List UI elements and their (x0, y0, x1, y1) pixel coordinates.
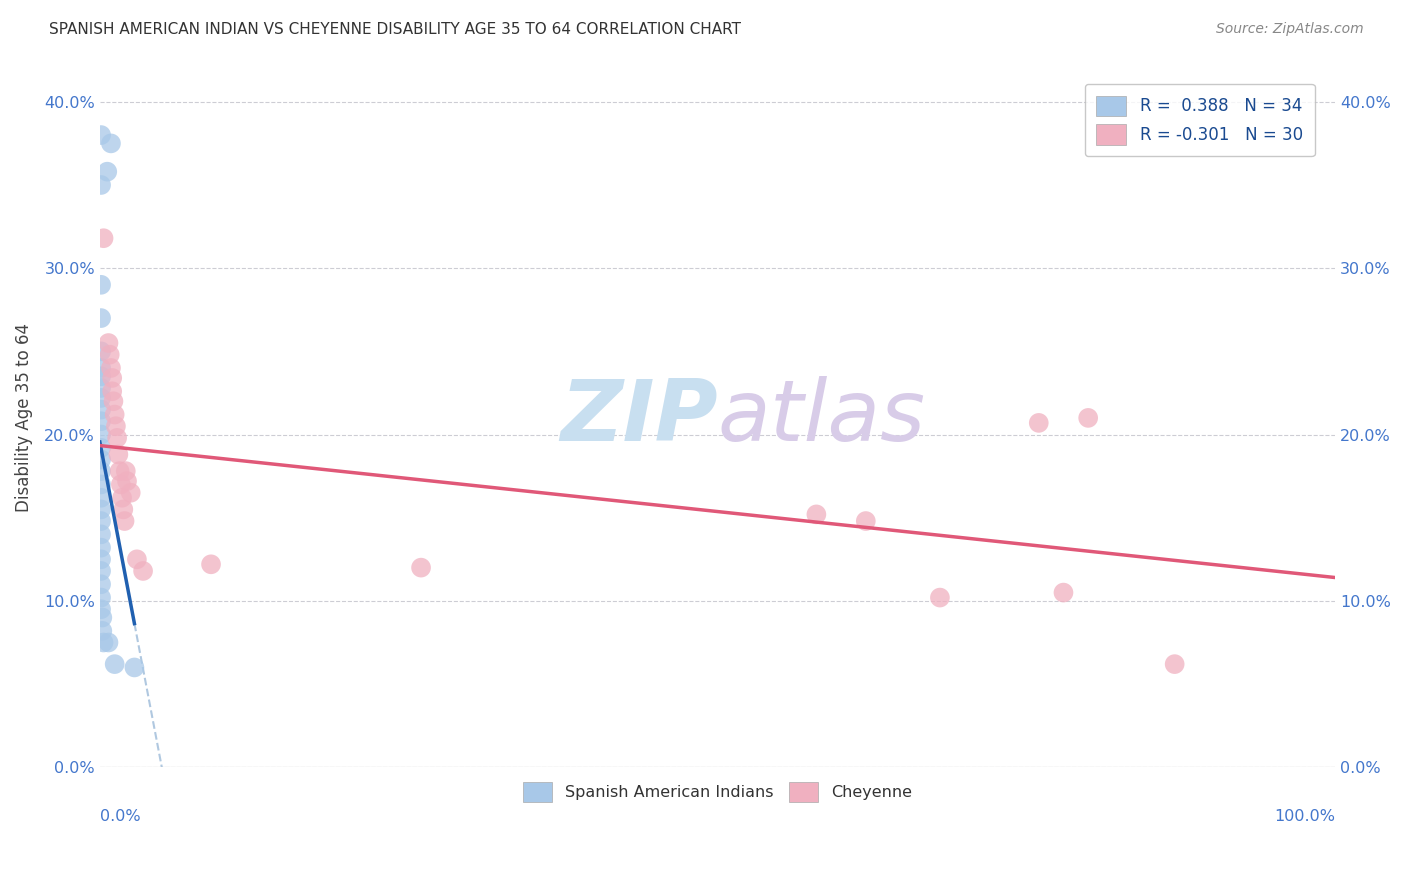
Point (111, 491, 134, 505)
Point (124, 660, 146, 674)
Point (90, 277, 112, 292)
Point (114, 514, 136, 528)
Point (90, 502, 112, 516)
Point (112, 502, 135, 516)
Point (929, 591, 952, 605)
Point (97, 635, 120, 649)
Text: 0.0%: 0.0% (100, 809, 141, 824)
Point (115, 474, 138, 488)
Point (100, 361, 122, 376)
Point (107, 448, 129, 462)
Point (409, 560, 432, 574)
Point (90, 178, 112, 192)
Point (114, 464, 136, 478)
Point (101, 384, 124, 399)
Point (90, 491, 112, 505)
Point (806, 508, 828, 522)
Text: Source: ZipAtlas.com: Source: ZipAtlas.com (1216, 22, 1364, 37)
Point (90, 414, 112, 428)
Point (90, 602, 112, 616)
Text: SPANISH AMERICAN INDIAN VS CHEYENNE DISABILITY AGE 35 TO 64 CORRELATION CHART: SPANISH AMERICAN INDIAN VS CHEYENNE DISA… (49, 22, 741, 37)
Point (90, 564, 112, 578)
Point (98, 348, 121, 362)
Point (90, 452, 112, 467)
Point (103, 394, 125, 409)
Point (200, 558, 222, 572)
Point (105, 431, 128, 445)
Point (90, 441, 112, 455)
Point (110, 477, 132, 491)
Point (91, 610, 114, 624)
Text: atlas: atlas (717, 376, 925, 459)
Point (90, 527, 112, 541)
Point (90, 591, 112, 605)
Legend: Spanish American Indians, Cheyenne: Spanish American Indians, Cheyenne (517, 776, 918, 808)
Point (90, 477, 112, 491)
Point (90, 402, 112, 417)
Point (90, 381, 112, 395)
Point (93, 635, 115, 649)
Point (120, 485, 142, 500)
Text: 100.0%: 100.0% (1274, 809, 1336, 824)
Point (90, 514, 112, 528)
Point (90, 369, 112, 384)
Point (125, 552, 148, 566)
Point (1077, 410, 1099, 425)
Point (90, 344, 112, 359)
Point (1163, 657, 1185, 672)
Point (855, 514, 877, 528)
Point (97, 336, 120, 351)
Point (93, 231, 115, 245)
Point (1052, 585, 1074, 599)
Point (90, 464, 112, 478)
Point (100, 136, 122, 151)
Point (90, 577, 112, 591)
Point (90, 427, 112, 442)
Point (91, 624, 114, 638)
Y-axis label: Disability Age 35 to 64: Disability Age 35 to 64 (15, 324, 32, 512)
Point (104, 408, 127, 422)
Point (90, 541, 112, 555)
Point (108, 464, 131, 478)
Point (104, 657, 127, 672)
Point (101, 371, 124, 385)
Point (104, 419, 127, 434)
Point (90, 552, 112, 566)
Text: ZIP: ZIP (560, 376, 717, 459)
Point (90, 391, 112, 405)
Point (90, 361, 112, 376)
Point (90, 128, 112, 142)
Point (90, 311, 112, 326)
Point (96, 164, 118, 178)
Point (1028, 416, 1050, 430)
Point (132, 564, 155, 578)
